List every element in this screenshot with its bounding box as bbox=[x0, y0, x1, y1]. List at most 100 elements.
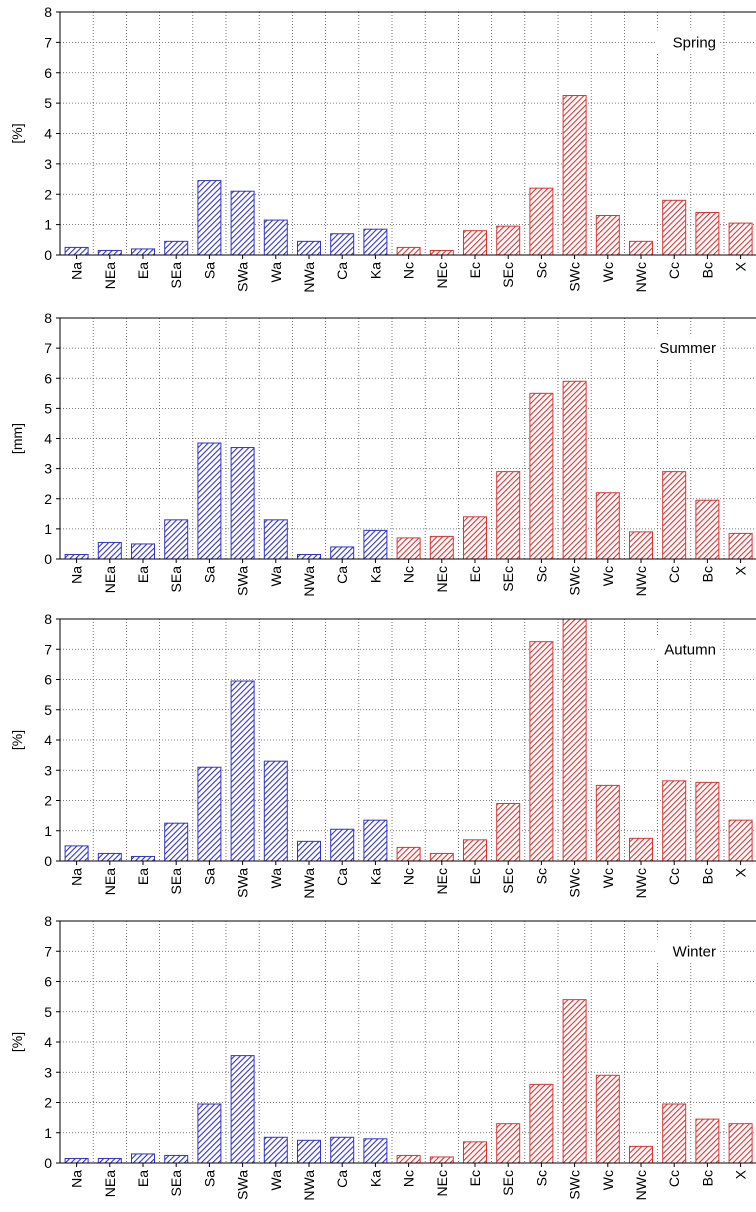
x-category-label: Nc bbox=[401, 868, 417, 885]
x-category-label: Na bbox=[69, 1170, 85, 1188]
bar-sc bbox=[529, 1083, 554, 1164]
bar-swa bbox=[230, 680, 255, 862]
bar-ea bbox=[131, 1153, 155, 1164]
x-category-label: NEa bbox=[102, 868, 118, 895]
chart-autumn: 0 1 2 3 4 5 6 7 8 Na NEa Ea SEa Sa SWa Wa NWa Ca Ka Nc NEc Ec… bbox=[9, 611, 756, 899]
y-tick-label: 2 bbox=[44, 1095, 52, 1111]
bar-nea bbox=[97, 1157, 122, 1164]
bar-ca bbox=[330, 546, 355, 560]
x-category-label: SWc bbox=[567, 566, 583, 596]
bar-sc bbox=[529, 187, 554, 256]
x-category-label: Bc bbox=[699, 1170, 715, 1186]
bar-ec bbox=[463, 1141, 487, 1164]
x-category-label: Ka bbox=[367, 262, 383, 279]
x-category-label: SWc bbox=[567, 1170, 583, 1200]
x-category-label: Ec bbox=[467, 566, 483, 582]
x-category-label: Bc bbox=[699, 566, 715, 582]
bar-cc bbox=[662, 471, 687, 560]
y-tick-label: 1 bbox=[44, 1125, 52, 1141]
bar-swa bbox=[230, 447, 255, 560]
bar-ca bbox=[330, 828, 355, 862]
bar-nc bbox=[396, 846, 421, 862]
y-tick-label: 5 bbox=[44, 1004, 52, 1020]
x-category-label: NWa bbox=[301, 566, 317, 597]
x-category-label: NWc bbox=[633, 868, 649, 898]
y-tick-label: 5 bbox=[44, 95, 52, 111]
x-category-label: NEc bbox=[434, 262, 450, 288]
bar-swc bbox=[562, 380, 587, 560]
bar-x bbox=[728, 532, 753, 560]
bar-swa bbox=[230, 190, 255, 256]
x-category-label: Na bbox=[69, 868, 85, 886]
x-category-label: SWa bbox=[235, 868, 251, 898]
bar-nwa bbox=[297, 553, 321, 560]
y-tick-label: 7 bbox=[44, 34, 52, 50]
bar-nwc bbox=[629, 531, 653, 560]
chart-title: Winter bbox=[673, 943, 716, 960]
x-category-label: Wc bbox=[600, 262, 616, 282]
x-category-label: X bbox=[733, 565, 749, 575]
x-category-label: NEc bbox=[434, 868, 450, 894]
x-category-label: SWc bbox=[567, 262, 583, 292]
x-category-label: Bc bbox=[699, 262, 715, 278]
x-category-label: NWa bbox=[301, 1170, 317, 1201]
x-category-label: NWa bbox=[301, 868, 317, 899]
title-backing bbox=[656, 30, 718, 53]
chart-title: Spring bbox=[673, 34, 716, 51]
bar-ka bbox=[363, 1138, 388, 1164]
bar-sa bbox=[197, 1103, 222, 1164]
x-category-label: Nc bbox=[401, 1170, 417, 1187]
bar-bc bbox=[695, 781, 720, 862]
bar-cc bbox=[662, 199, 687, 256]
bar-nc bbox=[396, 537, 421, 560]
y-tick-label: 5 bbox=[44, 400, 52, 416]
x-category-label: Ec bbox=[467, 868, 483, 884]
x-category-label: NEa bbox=[102, 1170, 118, 1197]
x-category-label: Cc bbox=[666, 566, 682, 583]
bar-sc bbox=[529, 641, 554, 862]
y-tick-label: 3 bbox=[44, 762, 52, 778]
x-category-label: Sc bbox=[533, 868, 549, 884]
x-category-label: NWc bbox=[633, 566, 649, 596]
y-tick-label: 6 bbox=[44, 974, 52, 990]
x-category-label: Ka bbox=[367, 868, 383, 885]
y-tick-label: 4 bbox=[44, 126, 52, 142]
x-category-label: Wa bbox=[268, 868, 284, 889]
bar-nwa bbox=[297, 840, 321, 862]
x-category-label: SEc bbox=[500, 262, 516, 288]
bar-sec bbox=[496, 1123, 521, 1164]
x-category-label: Na bbox=[69, 566, 85, 584]
bar-nwa bbox=[297, 240, 321, 256]
y-tick-label: 2 bbox=[44, 793, 52, 809]
x-category-label: Ka bbox=[367, 566, 383, 583]
y-tick-label: 3 bbox=[44, 461, 52, 477]
title-backing bbox=[656, 336, 718, 359]
x-category-label: NEa bbox=[102, 262, 118, 289]
bar-x bbox=[728, 222, 753, 256]
bar-nea bbox=[97, 852, 122, 862]
bar-bc bbox=[695, 1118, 720, 1164]
x-category-label: Sc bbox=[533, 1170, 549, 1186]
bar-wc bbox=[595, 215, 620, 256]
bar-sc bbox=[529, 392, 554, 560]
bar-sa bbox=[197, 766, 222, 862]
bar-na bbox=[64, 1157, 89, 1164]
bar-nec bbox=[429, 535, 454, 560]
x-category-label: Sa bbox=[201, 262, 217, 279]
x-category-label: NWa bbox=[301, 262, 317, 293]
bar-sea bbox=[164, 1154, 189, 1164]
x-category-label: X bbox=[733, 261, 749, 271]
bar-sea bbox=[164, 240, 189, 256]
x-category-label: SEa bbox=[168, 566, 184, 593]
y-tick-label: 8 bbox=[44, 913, 52, 929]
y-tick-label: 6 bbox=[44, 65, 52, 81]
title-backing bbox=[656, 939, 718, 962]
x-category-label: Wa bbox=[268, 262, 284, 283]
bar-nec bbox=[429, 249, 454, 256]
y-tick-label: 3 bbox=[44, 156, 52, 172]
x-category-label: Ea bbox=[135, 262, 151, 279]
bar-sa bbox=[197, 180, 222, 256]
x-category-label: X bbox=[733, 1169, 749, 1179]
y-tick-label: 7 bbox=[44, 943, 52, 959]
